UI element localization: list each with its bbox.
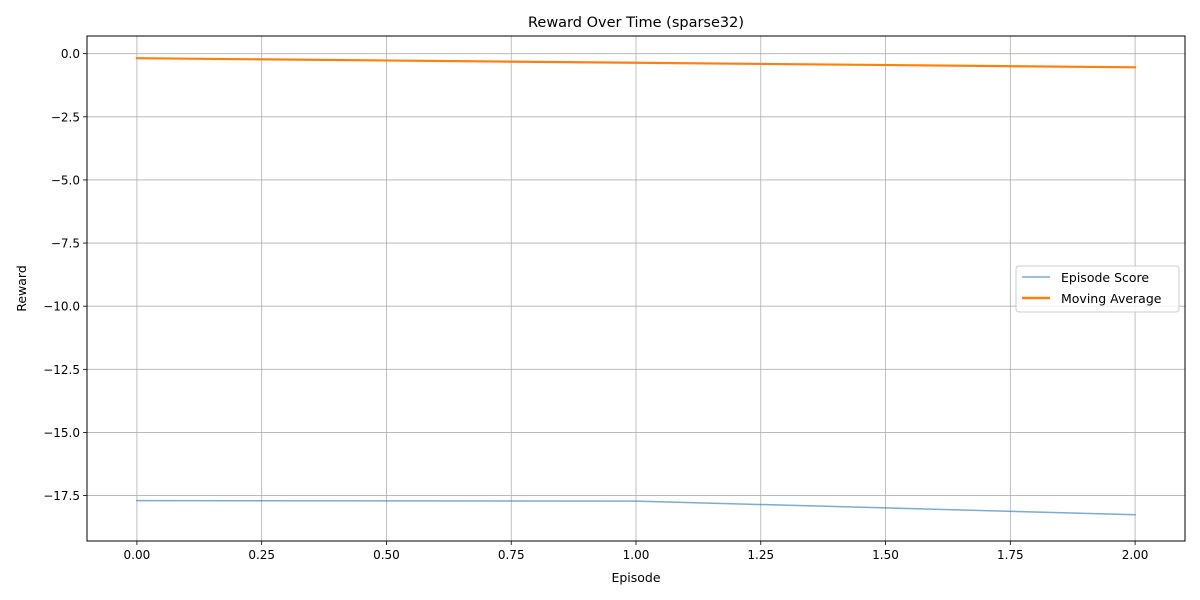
grid — [87, 36, 1185, 541]
x-tick-label: 0.00 — [124, 548, 151, 562]
y-tick-label: −2.5 — [51, 110, 80, 124]
x-tick-label: 2.00 — [1122, 548, 1149, 562]
x-tick-label: 1.75 — [997, 548, 1024, 562]
y-tick-label: 0.0 — [61, 47, 80, 61]
x-tick-label: 0.50 — [373, 548, 400, 562]
x-tick-label: 1.50 — [872, 548, 899, 562]
legend-label-episode-score: Episode Score — [1061, 270, 1149, 285]
y-tick-label: −15.0 — [43, 426, 80, 440]
y-tick-label: −12.5 — [43, 363, 80, 377]
legend-frame — [1015, 265, 1180, 313]
x-tick-label: 1.25 — [747, 548, 774, 562]
y-tick-label: −10.0 — [43, 300, 80, 314]
y-tick-label: −17.5 — [43, 489, 80, 503]
legend: Episode Score Moving Average — [1015, 265, 1180, 313]
x-tick-label: 0.25 — [248, 548, 275, 562]
legend-label-moving-average: Moving Average — [1061, 291, 1162, 306]
y-tick-label: −5.0 — [51, 173, 80, 187]
x-tick-label: 1.00 — [623, 548, 650, 562]
series-line-moving-average — [135, 57, 1137, 69]
x-axis-ticks: 0.00 0.25 0.50 0.75 1.00 1.25 1.50 1.75 2.00 — [124, 541, 1149, 562]
y-axis-label: Reward — [14, 265, 29, 312]
x-tick-label: 0.75 — [498, 548, 525, 562]
chart-title: Reward Over Time (sparse32) — [528, 15, 744, 31]
series-line-episode-score — [136, 499, 1136, 516]
series-lines — [135, 57, 1137, 516]
x-axis-label: Episode — [611, 570, 660, 585]
y-tick-label: −7.5 — [51, 237, 80, 251]
y-axis-ticks: 0.0 −2.5 −5.0 −7.5 −10.0 −12.5 −15.0 −17.5 — [43, 47, 87, 503]
